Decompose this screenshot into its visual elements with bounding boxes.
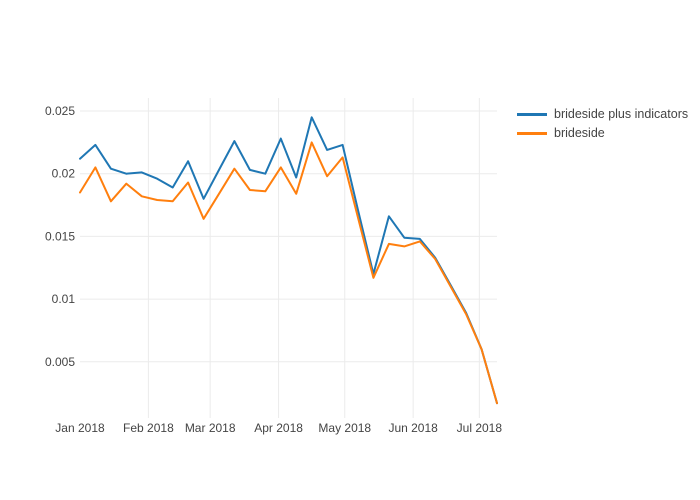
legend-label: brideside: [554, 126, 605, 140]
x-tick-label: Mar 2018: [185, 421, 236, 435]
y-tick-label: 0.015: [45, 229, 75, 243]
legend: brideside plus indicators brideside: [517, 105, 688, 143]
gridlines: [80, 98, 497, 418]
x-tick-label: Apr 2018: [254, 421, 303, 435]
series-lines: [79, 116, 498, 405]
axis-tick-labels: 0.005 0.01 0.015 0.02 0.025 Jan 2018 Feb 2018 M…: [45, 104, 502, 435]
plot-drag-area[interactable]: [80, 98, 497, 418]
x-tick-label: Jul 2018: [457, 421, 503, 435]
x-tick-label: Feb 2018: [123, 421, 174, 435]
y-tick-label: 0.005: [45, 355, 75, 369]
legend-label: brideside plus indicators: [554, 107, 689, 121]
legend-item-brideside[interactable]: brideside: [517, 124, 688, 143]
legend-item-brideside-plus-indicators[interactable]: brideside plus indicators: [517, 105, 688, 124]
y-tick-label: 0.02: [52, 167, 76, 181]
y-tick-label: 0.01: [52, 292, 76, 306]
series-line-brideside-plus-indicators[interactable]: [79, 116, 498, 405]
x-tick-label: May 2018: [318, 421, 371, 435]
x-tick-label: Jun 2018: [388, 421, 438, 435]
series-line-brideside[interactable]: [79, 141, 498, 405]
legend-swatch-orange-line: [517, 132, 547, 135]
y-tick-label: 0.025: [45, 104, 75, 118]
legend-swatch-blue-line: [517, 113, 547, 116]
x-tick-label: Jan 2018: [55, 421, 105, 435]
